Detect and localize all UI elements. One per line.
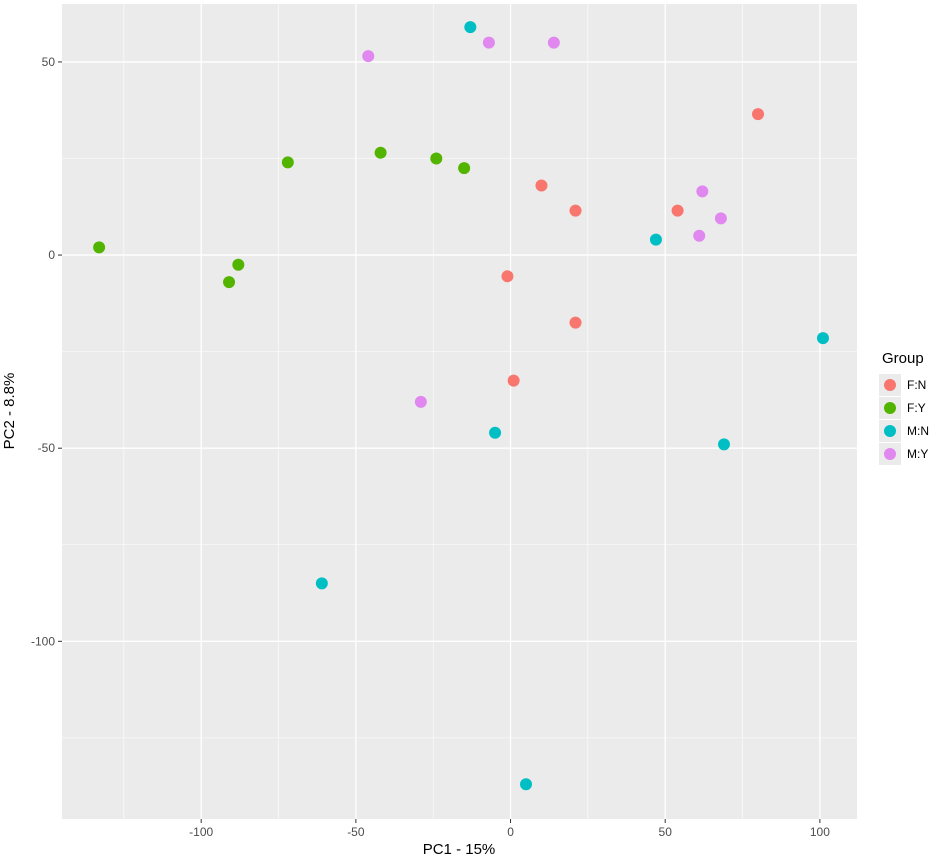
panel-background — [62, 4, 857, 819]
data-point-m-y — [693, 229, 706, 242]
data-point-f-n — [569, 316, 582, 329]
legend-key-f-n — [884, 379, 896, 391]
data-point-m-n — [520, 778, 533, 791]
legend-key-m-y — [884, 448, 896, 460]
data-point-m-y — [362, 50, 375, 63]
grid-major — [62, 4, 857, 819]
y-tick-label: -50 — [38, 441, 56, 455]
y-tick-label: 0 — [48, 248, 55, 262]
legend-label: F:Y — [907, 401, 926, 415]
data-point-f-n — [752, 108, 765, 121]
data-point-m-n — [816, 332, 829, 345]
y-tick-label: -100 — [31, 634, 55, 648]
legend-label: F:N — [907, 378, 926, 392]
data-point-f-n — [507, 374, 520, 387]
y-axis-title: PC2 - 8.8% — [1, 373, 18, 450]
data-point-f-n — [535, 179, 548, 192]
data-point-f-n — [569, 204, 582, 217]
x-tick-label: 50 — [659, 825, 673, 839]
y-axis: 50 0 -50 -100 — [31, 55, 62, 648]
legend-label: M:Y — [907, 447, 928, 461]
x-axis: -100 -50 0 50 100 — [189, 819, 830, 839]
legend-key-f-y — [884, 402, 896, 414]
data-point-m-n — [315, 577, 328, 590]
y-tick-label: 50 — [42, 55, 56, 69]
data-point-m-y — [482, 36, 495, 49]
data-point-m-n — [489, 426, 502, 439]
data-point-f-y — [223, 276, 236, 289]
data-point-f-y — [430, 152, 443, 165]
legend-title: Group — [882, 350, 924, 367]
data-point-m-n — [717, 438, 730, 451]
data-point-m-n — [464, 21, 477, 34]
data-point-m-y — [714, 212, 727, 225]
x-tick-label: 100 — [810, 825, 830, 839]
data-point-f-y — [458, 162, 471, 175]
data-point-f-n — [501, 270, 514, 283]
x-tick-label: 0 — [507, 825, 514, 839]
legend-key-m-n — [884, 425, 896, 437]
data-point-f-y — [93, 241, 106, 254]
data-point-f-y — [374, 146, 387, 159]
data-point-f-y — [232, 258, 245, 271]
data-point-f-n — [671, 204, 684, 217]
x-axis-title: PC1 - 15% — [423, 841, 496, 858]
data-points — [93, 21, 829, 791]
data-point-m-y — [547, 36, 560, 49]
data-point-m-n — [649, 233, 662, 246]
legend-keys: F:N F:Y M:N M:Y — [879, 374, 929, 465]
grid-minor — [62, 4, 857, 819]
x-tick-label: -50 — [347, 825, 365, 839]
legend: Group F:N F:Y M:N M:Y — [879, 350, 929, 465]
x-tick-label: -100 — [189, 825, 213, 839]
data-point-m-y — [696, 185, 709, 198]
data-point-f-y — [281, 156, 294, 169]
legend-label: M:N — [907, 424, 929, 438]
data-point-m-y — [414, 395, 427, 408]
